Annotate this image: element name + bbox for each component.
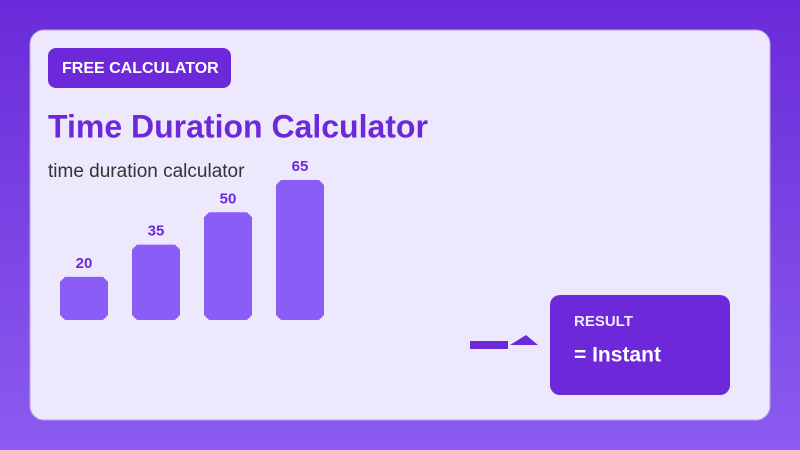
bar [204,212,252,320]
bar-label: 35 [148,223,165,240]
result-value: = Instant [574,344,661,367]
result-label: RESULT [574,313,633,330]
bar-label: 50 [220,190,237,207]
title: Time Duration Calculator [48,108,428,144]
badge-bg [48,48,231,88]
bar-chart: 20 35 50 65 [60,158,324,320]
arrow-shaft [470,341,508,349]
badge: FREE CALCULATOR [62,60,219,77]
arrow-head [510,335,538,345]
subtitle: time duration calculator [48,161,245,182]
bar [276,180,324,320]
result-box [550,295,730,395]
bar-label: 20 [76,255,93,272]
bar [132,244,180,320]
bar-label: 65 [292,158,309,175]
bar [60,276,108,320]
